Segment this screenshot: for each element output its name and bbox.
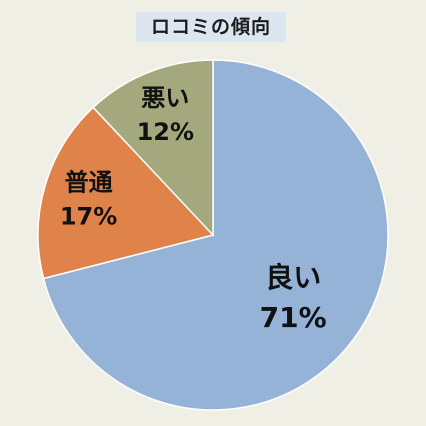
slice-category-label-2: 普通 bbox=[65, 168, 113, 196]
pie-slice-1 bbox=[42, 59, 389, 411]
pie-labels: 良い 71% 普通 17% 悪い 12% bbox=[60, 84, 327, 334]
slice-category-label-1: 良い bbox=[265, 261, 321, 294]
slice-value-label-1: 71% bbox=[260, 301, 327, 334]
pie-slice-3 bbox=[92, 59, 214, 237]
slice-category-label-3: 悪い bbox=[141, 84, 189, 112]
slice-value-label-2: 17% bbox=[60, 202, 117, 230]
chart-title: ロコミの傾向 bbox=[136, 12, 286, 42]
pie-slices bbox=[37, 59, 389, 411]
pie-slice-2 bbox=[37, 106, 215, 280]
slice-value-label-3: 12% bbox=[137, 118, 194, 146]
